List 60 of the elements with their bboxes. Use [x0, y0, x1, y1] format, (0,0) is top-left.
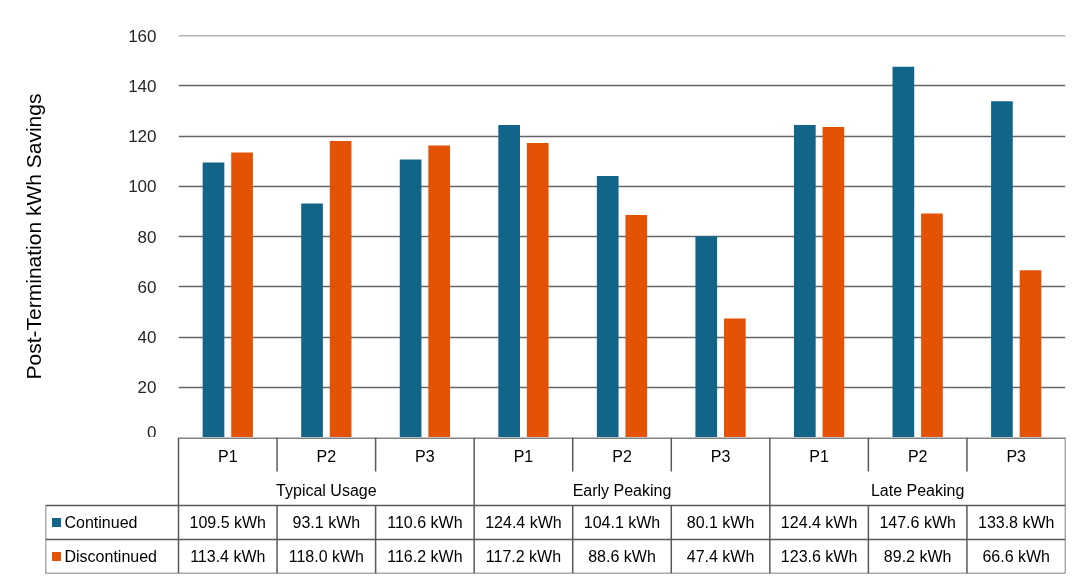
bar: [498, 124, 520, 437]
data-label: 117.2 kWh: [485, 548, 562, 565]
bar: [921, 213, 943, 437]
bar: [329, 141, 352, 437]
bar: [1019, 270, 1042, 437]
data-label: 124.4 kWh: [780, 514, 858, 531]
bar: [991, 101, 1013, 437]
data-label: 109.5 kWh: [189, 514, 267, 531]
data-label: 110.6 kWh: [387, 514, 463, 531]
y-tick-label: 100: [128, 177, 157, 197]
data-label: 93.1 kWh: [292, 514, 361, 531]
data-label: 104.1 kWh: [583, 514, 661, 531]
y-tick-label: 140: [128, 76, 157, 96]
data-label: 124.4 kWh: [485, 514, 562, 531]
text: Late Peaking: [870, 482, 965, 499]
bar: [301, 203, 323, 437]
y-tick-label: 80: [137, 227, 157, 247]
data-label: 66.6 kWh: [982, 548, 1051, 565]
bar: [822, 126, 845, 437]
x-tick-label: P1: [217, 448, 238, 465]
data-label: 113.4 kWh: [190, 548, 266, 565]
data-label: 133.8 kWh: [977, 514, 1055, 531]
data-label: 147.6 kWh: [879, 514, 956, 531]
data-label: 80.1 kWh: [686, 514, 755, 531]
text: Early Peaking: [572, 482, 672, 499]
data-label: 47.4 kWh: [686, 548, 755, 565]
x-tick-label: P3: [710, 448, 731, 465]
data-label: 123.6 kWh: [780, 548, 858, 565]
bar: [625, 214, 648, 437]
bar: [231, 152, 253, 437]
data-label: 88.6 kWh: [588, 548, 656, 565]
y-tick-label: 160: [128, 26, 157, 46]
bar: [724, 318, 746, 437]
bar: [892, 66, 915, 437]
x-tick-label: P1: [809, 448, 829, 465]
y-tick-label: 40: [137, 328, 157, 347]
y-tick-label: 120: [128, 127, 157, 146]
data-label: 89.2 kWh: [883, 548, 952, 565]
data-label: 116.2 kWh: [387, 548, 463, 565]
text: Typical Usage: [276, 482, 377, 499]
x-tick-label: P2: [907, 448, 928, 465]
x-tick-label: P3: [1006, 448, 1027, 465]
bar: [793, 124, 816, 437]
bar: [695, 236, 718, 437]
data-label: 118.0 kWh: [288, 548, 364, 565]
bar: [526, 143, 549, 437]
bar: [399, 159, 422, 437]
x-tick-label: P3: [415, 448, 435, 465]
x-tick-label: P2: [316, 448, 337, 465]
x-tick-label: P1: [513, 448, 534, 465]
x-tick-label: P2: [612, 448, 632, 465]
legend-label: Discontinued: [64, 548, 157, 565]
y-tick-label: 60: [137, 277, 157, 297]
legend-label: Continued: [64, 514, 138, 531]
bar: [428, 145, 451, 437]
bar: [596, 175, 619, 437]
y-tick-label: 0: [147, 422, 157, 442]
y-axis-title: Post-Termination kWh Savings: [22, 93, 46, 380]
bar: [202, 162, 225, 437]
y-tick-label: 20: [137, 378, 157, 398]
